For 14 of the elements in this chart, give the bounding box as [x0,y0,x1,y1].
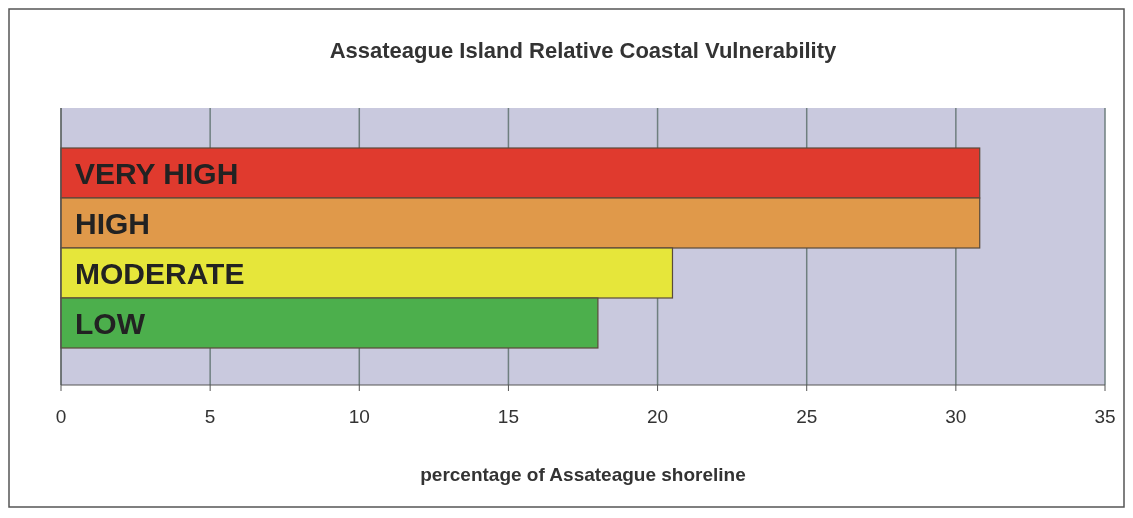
x-tick-label: 0 [55,406,67,427]
x-tick-label: 10 [348,406,370,427]
chart-title: Assateague Island Relative Coastal Vulnerability [329,38,838,63]
y-tick-label: MODERATE [75,256,245,290]
x-tick-label: 30 [945,406,967,427]
x-tick-label: 35 [1094,406,1116,427]
y-tick-label: HIGH [75,206,150,240]
y-tick-label: LOW [75,306,146,340]
x-tick-label: 5 [204,406,216,427]
x-tick-label: 20 [647,406,669,427]
x-tick-label: 25 [796,406,818,427]
x-tick-label: 15 [497,406,519,427]
x-axis-title: percentage of Assateague shoreline [420,464,746,485]
y-tick-label: VERY HIGH [75,156,239,190]
